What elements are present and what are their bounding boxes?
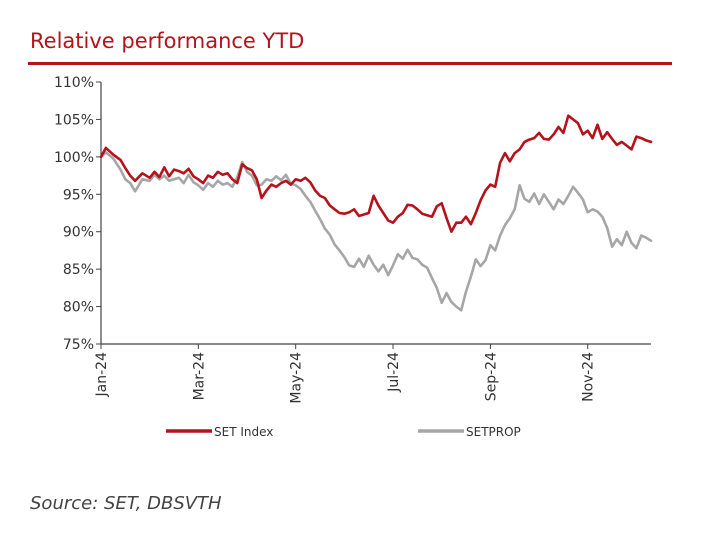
chart-lines — [99, 114, 653, 312]
x-tick-label: Nov-24 — [581, 352, 597, 402]
y-tick-label: 80% — [63, 300, 94, 316]
legend-label-setprop: SETPROP — [466, 425, 521, 439]
y-tick-label: 75% — [63, 337, 94, 353]
x-tick-label: Mar-24 — [191, 352, 207, 400]
y-tick-label: 100% — [54, 150, 94, 166]
title-divider — [28, 62, 672, 65]
chart-title: Relative performance YTD — [30, 29, 305, 53]
y-tick-label: 110% — [54, 75, 94, 91]
y-tick-label: 105% — [54, 112, 94, 128]
x-tick-label: Jul-24 — [386, 352, 402, 393]
x-tick-label: Sep-24 — [483, 352, 499, 401]
series-line-set-index — [99, 114, 653, 233]
y-tick-label: 85% — [63, 262, 94, 278]
legend-label-set-index: SET Index — [214, 425, 273, 439]
chart-legend: SET Index SETPROP — [166, 425, 521, 439]
y-tick-label: 95% — [63, 187, 94, 203]
x-tick-label: Jan-24 — [94, 352, 110, 398]
chart-axes: 110% 105% 100% 95% 90% 85% 80% 75%Jan-24 Mar-24 M… — [54, 75, 651, 404]
x-tick-label: May-24 — [289, 352, 305, 404]
source-note: Source: SET, DBSVTH — [30, 493, 222, 514]
series-line-setprop — [99, 151, 653, 312]
y-tick-label: 90% — [63, 225, 94, 241]
